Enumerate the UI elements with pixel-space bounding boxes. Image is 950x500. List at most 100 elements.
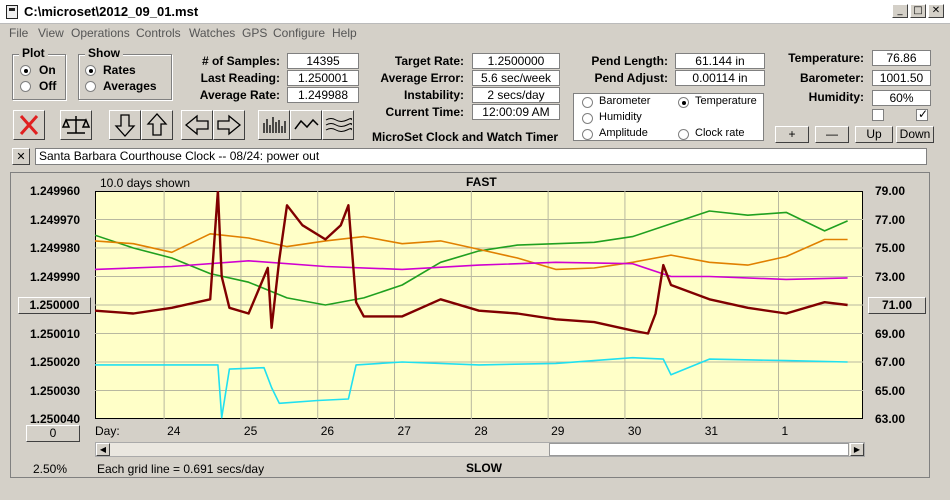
window-title: C:\microset\2012_09_01.mst — [24, 4, 199, 19]
menu-bar: File View Operations Controls Watches GP… — [0, 24, 950, 42]
arrow-right-button[interactable] — [213, 110, 245, 140]
barometer-value: 1001.50 — [872, 70, 931, 86]
scroll-right-button[interactable]: ▶ — [850, 443, 864, 456]
wave-chart-button[interactable] — [322, 110, 354, 140]
plot-off-radio[interactable] — [20, 81, 31, 92]
note-field[interactable]: Santa Barbara Courthouse Clock -- 08/24:… — [35, 148, 927, 165]
instability-value: 2 secs/day — [472, 87, 560, 103]
line-wave-icon — [294, 118, 319, 130]
series-rate — [95, 191, 848, 335]
barometer-radio[interactable] — [582, 97, 593, 108]
y-right-tick-label: 65.00 — [875, 383, 906, 398]
arrow-up-icon — [146, 113, 168, 136]
amplitude-radio[interactable] — [582, 129, 593, 140]
humidity-label: Humidity: — [808, 90, 864, 104]
sensor-selector — [573, 93, 764, 141]
y-right-tick-label: 69.00 — [875, 326, 906, 341]
right-scale-button[interactable]: 71.00 — [868, 297, 926, 314]
menu-view[interactable]: View — [38, 26, 64, 40]
temperature-radio[interactable] — [678, 97, 689, 108]
y-left-tick-label: 1.250020 — [30, 355, 81, 369]
menu-configure[interactable]: Configure — [273, 26, 326, 40]
title-bar: C:\microset\2012_09_01.mst _ □ ✕ — [0, 0, 950, 24]
last-reading-label: Last Reading: — [200, 71, 280, 85]
humidity-value: 60% — [872, 90, 931, 106]
humidity-checkbox[interactable] — [872, 109, 884, 121]
scale-minus-button[interactable]: — — [815, 126, 849, 143]
plot-on-radio[interactable] — [20, 65, 31, 76]
y-right-tick-label: 75.00 — [875, 241, 906, 255]
arrow-up-button[interactable] — [141, 110, 173, 140]
horizontal-scrollbar[interactable]: ◀ ▶ — [95, 442, 865, 457]
plot-group-title: Plot — [19, 46, 48, 60]
show-group-title: Show — [85, 46, 123, 60]
menu-watches[interactable]: Watches — [189, 26, 236, 40]
temperature-checkbox[interactable] — [916, 107, 928, 121]
menu-gps[interactable]: GPS — [242, 26, 268, 40]
multi-wave-icon — [325, 118, 352, 132]
x-tick-label: 24 — [167, 424, 181, 438]
average-rate-label: Average Rate: — [199, 88, 280, 102]
show-rates-radio[interactable] — [85, 65, 96, 76]
average-error-value: 5.6 sec/week — [472, 70, 560, 86]
menu-file[interactable]: File — [9, 26, 29, 40]
app-icon[interactable] — [6, 5, 18, 19]
scroll-left-button[interactable]: ◀ — [96, 443, 110, 456]
clear-button[interactable] — [13, 110, 45, 140]
x-tick-label: 27 — [397, 424, 411, 438]
menu-operations[interactable]: Operations — [71, 26, 130, 40]
show-rates-label: Rates — [103, 63, 136, 77]
pend-adjust-value: 0.00114 in — [675, 70, 765, 86]
last-reading-value: 1.250001 — [287, 70, 359, 86]
red-x-icon — [19, 115, 39, 135]
close-button[interactable]: ✕ — [928, 4, 944, 18]
show-averages-label: Averages — [103, 79, 157, 93]
note-close-button[interactable]: ✕ — [12, 148, 30, 165]
scale-down-button[interactable]: Down — [896, 126, 934, 143]
temperature-label: Temperature: — [788, 51, 864, 65]
bar-chart-button[interactable] — [258, 110, 290, 140]
y-left-tick-label: 1.249980 — [30, 241, 81, 255]
series-temperature — [95, 210, 848, 306]
pend-length-label: Pend Length: — [591, 54, 668, 68]
chart-panel — [10, 172, 930, 478]
clock-rate-radio[interactable] — [678, 129, 689, 140]
balance-button[interactable] — [60, 110, 92, 140]
pend-length-value: 61.144 in — [675, 53, 765, 69]
days-shown-label: 10.0 days shown — [100, 176, 191, 190]
scrollbar-thumb[interactable] — [549, 443, 849, 456]
humidity-radio[interactable] — [582, 113, 593, 124]
temperature-option-label: Temperature — [695, 95, 757, 107]
scale-up-button[interactable]: Up — [855, 126, 893, 143]
y-left-tick-label: 1.249970 — [30, 212, 81, 227]
menu-help[interactable]: Help — [332, 26, 357, 40]
scale-plus-button[interactable]: + — [775, 126, 809, 143]
line-chart-button[interactable] — [290, 110, 322, 140]
arrow-right-icon — [217, 114, 242, 136]
menu-controls[interactable]: Controls — [136, 26, 181, 40]
target-rate-value: 1.2500000 — [472, 53, 560, 69]
x-tick-label: 29 — [551, 424, 565, 438]
y-right-tick-label: 67.00 — [875, 355, 906, 369]
arrow-down-icon — [114, 114, 136, 137]
show-averages-radio[interactable] — [85, 81, 96, 92]
y-right-tick-label: 63.00 — [875, 412, 906, 426]
left-scale-button[interactable]: 1.250000 — [18, 297, 91, 314]
pend-adjust-label: Pend Adjust: — [594, 71, 668, 85]
maximize-button[interactable]: □ — [910, 4, 926, 18]
x-tick-label: 31 — [704, 424, 719, 438]
arrow-down-button[interactable] — [109, 110, 141, 140]
humidity-option-label: Humidity — [599, 111, 642, 123]
temperature-value: 76.86 — [872, 50, 931, 66]
zero-button[interactable]: 0 — [26, 425, 80, 442]
chart-plot-area[interactable] — [95, 191, 863, 419]
app-name: MicroSet Clock and Watch Timer — [372, 130, 559, 144]
target-rate-label: Target Rate: — [394, 54, 464, 68]
y-right-tick-label: 79.00 — [875, 184, 906, 198]
y-left-tick-label: 1.249990 — [30, 269, 81, 284]
minimize-button[interactable]: _ — [892, 4, 908, 18]
arrow-left-button[interactable] — [181, 110, 213, 140]
current-time-label: Current Time: — [385, 105, 464, 119]
plot-group: Plot — [12, 46, 66, 100]
x-tick-label: 25 — [243, 424, 258, 438]
